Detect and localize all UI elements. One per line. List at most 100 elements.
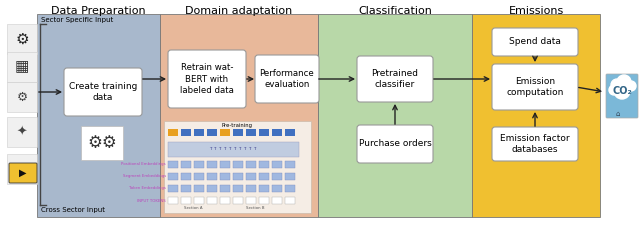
- FancyBboxPatch shape: [233, 161, 243, 168]
- FancyBboxPatch shape: [220, 185, 230, 192]
- Circle shape: [614, 83, 630, 99]
- FancyBboxPatch shape: [207, 197, 218, 204]
- FancyBboxPatch shape: [285, 161, 295, 168]
- Text: Emission
computation: Emission computation: [506, 77, 564, 97]
- FancyBboxPatch shape: [160, 14, 318, 217]
- FancyBboxPatch shape: [168, 173, 179, 180]
- FancyBboxPatch shape: [168, 161, 179, 168]
- FancyBboxPatch shape: [357, 125, 433, 163]
- Text: Cross Sector Input: Cross Sector Input: [41, 207, 105, 213]
- FancyBboxPatch shape: [259, 129, 269, 136]
- FancyBboxPatch shape: [220, 129, 230, 136]
- FancyBboxPatch shape: [285, 197, 295, 204]
- FancyBboxPatch shape: [207, 161, 218, 168]
- FancyBboxPatch shape: [194, 161, 204, 168]
- Text: Performance
evaluation: Performance evaluation: [260, 69, 314, 89]
- FancyBboxPatch shape: [259, 185, 269, 192]
- FancyBboxPatch shape: [168, 141, 298, 156]
- FancyBboxPatch shape: [246, 173, 256, 180]
- FancyBboxPatch shape: [272, 197, 282, 204]
- FancyBboxPatch shape: [194, 173, 204, 180]
- Text: INPUT TOKENS: INPUT TOKENS: [137, 198, 166, 202]
- FancyBboxPatch shape: [472, 14, 600, 217]
- Text: ▶: ▶: [19, 168, 27, 178]
- FancyBboxPatch shape: [606, 74, 638, 118]
- FancyBboxPatch shape: [233, 185, 243, 192]
- FancyBboxPatch shape: [64, 68, 142, 116]
- Circle shape: [626, 81, 636, 91]
- Text: Create training
data: Create training data: [69, 82, 137, 102]
- FancyBboxPatch shape: [180, 185, 191, 192]
- FancyBboxPatch shape: [492, 28, 578, 56]
- Text: Domain adaptation: Domain adaptation: [186, 6, 292, 16]
- Text: Data Preparation: Data Preparation: [51, 6, 146, 16]
- Text: ⚙: ⚙: [15, 32, 29, 47]
- FancyBboxPatch shape: [246, 185, 256, 192]
- Text: Pretrained
classifier: Pretrained classifier: [371, 69, 419, 89]
- FancyBboxPatch shape: [9, 163, 37, 183]
- Circle shape: [617, 75, 631, 89]
- Text: Segment Embeddings: Segment Embeddings: [123, 175, 166, 178]
- FancyBboxPatch shape: [220, 161, 230, 168]
- Text: CO₂: CO₂: [612, 86, 632, 96]
- FancyBboxPatch shape: [246, 161, 256, 168]
- Circle shape: [609, 85, 619, 95]
- FancyBboxPatch shape: [168, 50, 246, 108]
- FancyBboxPatch shape: [168, 129, 179, 136]
- FancyBboxPatch shape: [220, 173, 230, 180]
- Text: Purchase orders: Purchase orders: [358, 140, 431, 148]
- FancyBboxPatch shape: [272, 129, 282, 136]
- FancyBboxPatch shape: [272, 185, 282, 192]
- FancyBboxPatch shape: [194, 185, 204, 192]
- FancyBboxPatch shape: [272, 173, 282, 180]
- FancyBboxPatch shape: [246, 197, 256, 204]
- FancyBboxPatch shape: [180, 161, 191, 168]
- FancyBboxPatch shape: [492, 127, 578, 161]
- Text: Section B: Section B: [246, 206, 264, 210]
- Text: Retrain wat-
BERT with
labeled data: Retrain wat- BERT with labeled data: [180, 63, 234, 95]
- FancyBboxPatch shape: [7, 82, 37, 112]
- FancyBboxPatch shape: [207, 185, 218, 192]
- FancyBboxPatch shape: [194, 197, 204, 204]
- FancyBboxPatch shape: [233, 197, 243, 204]
- FancyBboxPatch shape: [207, 173, 218, 180]
- Text: Pre-training: Pre-training: [221, 123, 253, 128]
- Text: Spend data: Spend data: [509, 37, 561, 47]
- FancyBboxPatch shape: [81, 126, 123, 160]
- FancyBboxPatch shape: [7, 52, 37, 82]
- FancyBboxPatch shape: [259, 197, 269, 204]
- FancyBboxPatch shape: [272, 161, 282, 168]
- FancyBboxPatch shape: [357, 56, 433, 102]
- FancyBboxPatch shape: [180, 173, 191, 180]
- FancyBboxPatch shape: [246, 129, 256, 136]
- FancyBboxPatch shape: [492, 64, 578, 110]
- Text: Section A: Section A: [184, 206, 202, 210]
- FancyBboxPatch shape: [233, 129, 243, 136]
- Text: Emissions: Emissions: [508, 6, 564, 16]
- Text: ▦: ▦: [15, 59, 29, 74]
- FancyBboxPatch shape: [7, 117, 37, 147]
- FancyBboxPatch shape: [285, 129, 295, 136]
- FancyBboxPatch shape: [194, 129, 204, 136]
- Text: ⚙: ⚙: [17, 91, 28, 104]
- Text: Positional Embeddings: Positional Embeddings: [122, 163, 166, 166]
- Text: Classification: Classification: [358, 6, 432, 16]
- Text: T  T  T  T  T  T  T  T  T  T: T T T T T T T T T T: [209, 147, 257, 151]
- FancyBboxPatch shape: [7, 24, 37, 54]
- Text: ✦: ✦: [17, 126, 28, 138]
- FancyBboxPatch shape: [220, 197, 230, 204]
- FancyBboxPatch shape: [180, 197, 191, 204]
- Text: ⌂: ⌂: [616, 111, 620, 117]
- FancyBboxPatch shape: [168, 197, 179, 204]
- FancyBboxPatch shape: [259, 161, 269, 168]
- Text: Sector Specific Input: Sector Specific Input: [41, 17, 113, 23]
- FancyBboxPatch shape: [318, 14, 472, 217]
- FancyBboxPatch shape: [285, 185, 295, 192]
- FancyBboxPatch shape: [37, 14, 160, 217]
- FancyBboxPatch shape: [164, 121, 311, 213]
- Circle shape: [611, 79, 623, 91]
- Text: Emission factor
databases: Emission factor databases: [500, 134, 570, 154]
- FancyBboxPatch shape: [168, 185, 179, 192]
- Text: ⚙⚙: ⚙⚙: [87, 134, 117, 152]
- FancyBboxPatch shape: [259, 173, 269, 180]
